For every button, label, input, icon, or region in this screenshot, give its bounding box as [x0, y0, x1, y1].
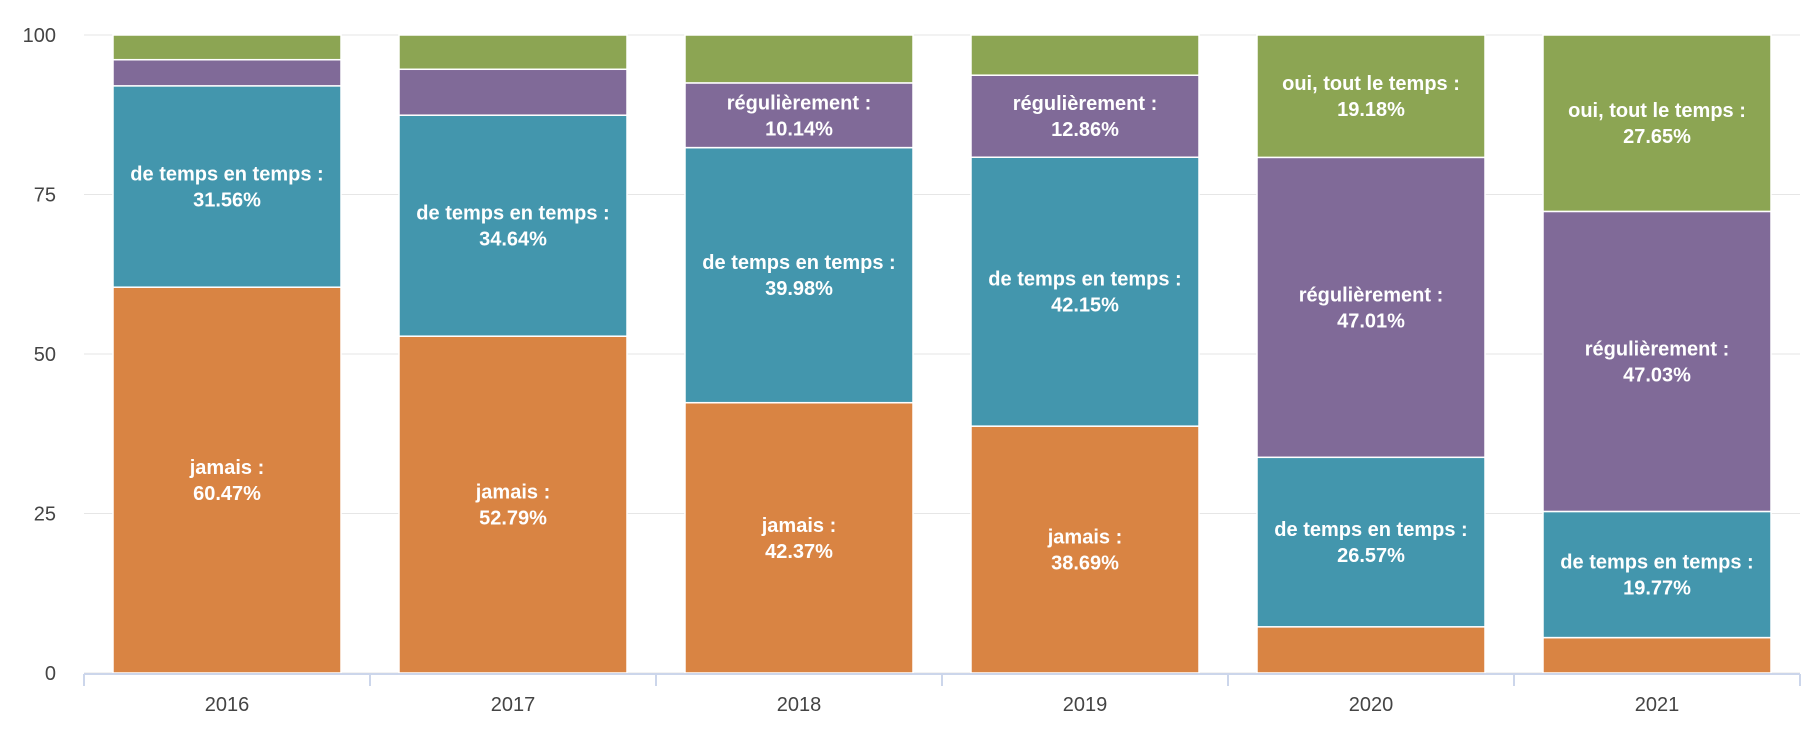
x-tick-label: 2016 — [205, 694, 250, 716]
data-label-regulierement: régulièrement :10.14% — [727, 92, 871, 140]
y-tick-label: 50 — [34, 344, 56, 366]
y-axis-ticks: 0 25 50 75 100 — [23, 25, 56, 685]
bar-segment-de_temps_en_temps — [1256, 456, 1486, 628]
bar-segment-de_temps_en_temps — [1542, 510, 1772, 639]
bar-segment-jamais — [112, 286, 342, 674]
bar-segment-regulierement — [970, 74, 1200, 158]
bar-segment-regulierement — [398, 68, 628, 116]
y-tick-label: 25 — [34, 504, 56, 526]
data-label-de_temps_en_temps: de temps en temps :42.15% — [988, 269, 1181, 317]
data-labels: jamais :60.47% de temps en temps :31.56% j… — [130, 73, 1753, 599]
x-axis — [83, 673, 1801, 686]
bar-segment-de_temps_en_temps — [398, 114, 628, 337]
bar-segment-de_temps_en_temps — [684, 146, 914, 404]
data-label-oui_tout_le_temps: oui, tout le temps :19.18% — [1282, 73, 1460, 121]
data-label-regulierement: régulièrement :47.03% — [1585, 338, 1729, 386]
data-label-oui_tout_le_temps: oui, tout le temps :27.65% — [1568, 100, 1746, 148]
bar-segment-oui_tout_le_temps — [1256, 34, 1486, 159]
data-label-de_temps_en_temps: de temps en temps :19.77% — [1560, 552, 1753, 600]
data-label-jamais: jamais :38.69% — [1047, 527, 1122, 575]
y-tick-label: 0 — [45, 663, 56, 685]
bar-segment-de_temps_en_temps — [112, 85, 342, 288]
bar-segment-de_temps_en_temps — [970, 156, 1200, 427]
data-label-jamais: jamais :42.37% — [761, 515, 836, 563]
bar-segment-jamais — [398, 335, 628, 674]
bar-segment-oui_tout_le_temps — [684, 34, 914, 84]
data-label-jamais: jamais :60.47% — [189, 457, 264, 505]
data-label-de_temps_en_temps: de temps en temps :34.64% — [416, 203, 609, 251]
x-axis-ticks: 2016 2017 2018 2019 2020 2021 — [205, 694, 1680, 716]
bar-segment-jamais — [970, 425, 1200, 674]
bars — [112, 34, 1772, 674]
x-tick-label: 2017 — [491, 694, 536, 716]
bar-segment-oui_tout_le_temps — [112, 34, 342, 61]
x-tick-label: 2020 — [1349, 694, 1394, 716]
x-tick-label: 2021 — [1635, 694, 1680, 716]
bar-segment-oui_tout_le_temps — [970, 34, 1200, 76]
bar-segment-oui_tout_le_temps — [1542, 34, 1772, 213]
data-label-de_temps_en_temps: de temps en temps :31.56% — [130, 164, 323, 212]
x-tick-label: 2019 — [1063, 694, 1108, 716]
bar-segment-regulierement — [684, 82, 914, 149]
x-tick-label: 2018 — [777, 694, 822, 716]
bar-segment-jamais — [1256, 626, 1486, 674]
data-label-regulierement: régulièrement :12.86% — [1013, 93, 1157, 141]
data-label-jamais: jamais :52.79% — [475, 482, 550, 530]
data-label-regulierement: régulièrement :47.01% — [1299, 284, 1443, 332]
y-tick-label: 75 — [34, 185, 56, 207]
bar-segment-jamais — [1542, 636, 1772, 674]
bar-segment-regulierement — [1256, 156, 1486, 459]
y-tick-label: 100 — [23, 25, 56, 47]
bar-segment-regulierement — [1542, 210, 1772, 513]
bar-segment-regulierement — [112, 58, 342, 87]
data-label-de_temps_en_temps: de temps en temps :39.98% — [702, 252, 895, 300]
bar-segment-oui_tout_le_temps — [398, 34, 628, 71]
bar-segment-jamais — [684, 401, 914, 674]
data-label-de_temps_en_temps: de temps en temps :26.57% — [1274, 519, 1467, 567]
